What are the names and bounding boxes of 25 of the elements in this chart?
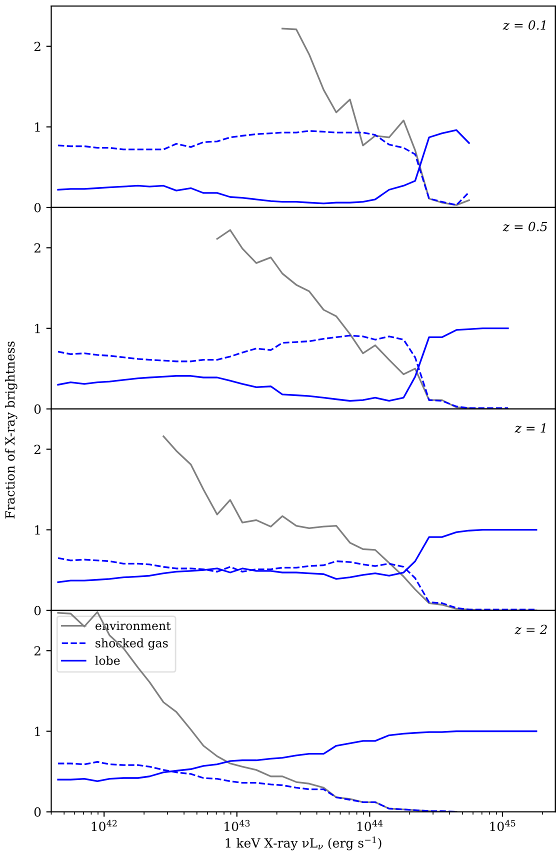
y-tick-label: 2 [34,243,40,253]
y-tick-label: 0 [34,404,41,414]
y-tick-label: 1 [35,525,40,535]
y-tick-label: 0 [34,202,41,212]
annotation: z = 2 [514,624,547,634]
y-tick-label: 0 [34,606,41,616]
y-tick-label: 0 [34,807,41,817]
y-axis-title: Fraction of X-ray brightness [5,342,18,518]
x-tick-label: 10$^{42}$ [92,820,117,832]
annotation: z = 0.5 [502,222,548,232]
x-tick-label: 10$^{44}$ [357,820,383,832]
y-tick-label: 2 [34,42,40,52]
annotation: z = 0.1 [502,20,546,30]
x-tick-label: 10$^{45}$ [490,820,516,832]
annotation: z = 1 [514,423,546,433]
legend-label: shocked gas [96,638,168,650]
x-axis-title: 1 keV X-ray νL$_{ν}$ (erg s$^{−1}$) [226,836,382,850]
legend-label: environment [96,621,171,630]
y-tick-label: 1 [35,324,40,334]
legend-label: lobe [95,656,120,665]
y-tick-label: 2 [34,444,40,454]
y-tick-label: 2 [34,646,40,656]
y-tick-label: 1 [35,726,40,736]
x-tick-label: 10$^{43}$ [224,820,250,832]
y-tick-label: 1 [35,122,40,132]
